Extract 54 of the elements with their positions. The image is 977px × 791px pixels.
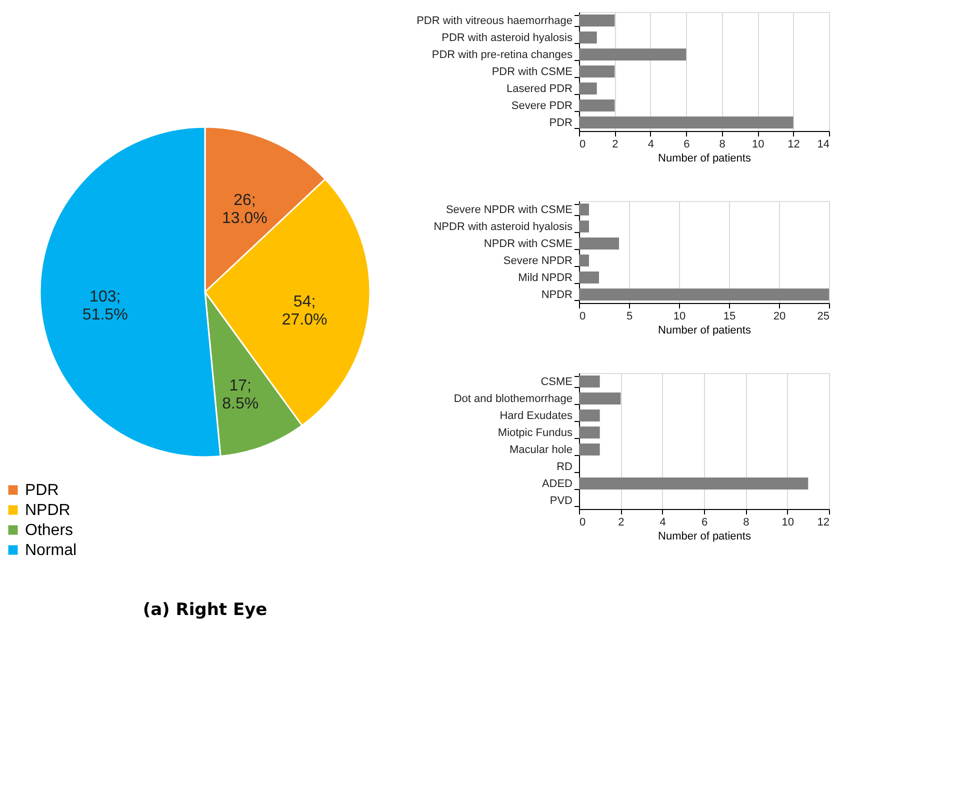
legend-label: NPDR: [25, 502, 70, 519]
x-axis-title: Number of patients: [658, 324, 752, 336]
x-axis-title: Number of patients: [658, 152, 752, 164]
y-tick-label: ADED: [542, 478, 573, 490]
y-tick-label: Severe PDR: [511, 100, 573, 112]
x-tick-label: 0: [580, 310, 586, 322]
text: (a) Right Eye: [142, 600, 268, 620]
data-label: 17; 8.5%: [222, 378, 259, 413]
x-tick-label: 0: [580, 516, 586, 528]
x-tick-label: 2: [612, 138, 618, 150]
y-tick-label: PVD: [550, 495, 573, 507]
x-tick-label: 10: [673, 310, 686, 322]
y-tick-label: NPDR with asteroid hyalosis: [434, 221, 573, 233]
y-tick-label: NPDR with CSME: [484, 238, 572, 250]
x-tick-label: 0: [580, 138, 586, 150]
y-tick-label: PDR with vitreous haemorrhage: [416, 15, 572, 27]
legend-label: Normal: [25, 542, 77, 559]
x-tick-label: 10: [782, 516, 794, 528]
y-tick-label: Miotpic Fundus: [498, 427, 573, 439]
y-tick-label: Mild NPDR: [518, 272, 573, 284]
x-tick-label: 8: [719, 138, 726, 150]
data-label: 103; 51.5%: [82, 288, 128, 324]
x-tick-label: 5: [626, 310, 633, 322]
legend-label: PDR: [25, 482, 59, 499]
y-tick-label: NPDR: [541, 289, 573, 301]
y-tick-label: Severe NPDR: [503, 255, 573, 267]
y-tick-label: Dot and blothemorrhage: [454, 393, 572, 405]
x-tick-label: 25: [817, 310, 830, 322]
x-tick-label: 14: [817, 138, 830, 150]
y-tick-label: PDR with pre-retina changes: [432, 49, 573, 61]
x-tick-label: 2: [618, 516, 624, 528]
x-tick-label: 8: [743, 516, 750, 528]
x-tick-label: 20: [773, 310, 786, 322]
x-tick-label: 12: [817, 516, 830, 528]
x-tick-label: 6: [684, 138, 690, 150]
legend-label: Others: [25, 522, 74, 539]
x-tick-label: 12: [788, 138, 800, 150]
y-tick-label: PDR: [549, 117, 573, 129]
y-tick-label: Severe NPDR with CSME: [446, 204, 572, 216]
y-tick-label: PDR with CSME: [492, 66, 572, 78]
x-tick-label: 4: [648, 138, 654, 150]
x-tick-label: 15: [723, 310, 736, 322]
x-tick-label: 6: [701, 516, 708, 528]
x-tick-label: 4: [660, 516, 666, 528]
data-label: 54; 27.0%: [282, 293, 328, 328]
y-tick-label: CSME: [540, 376, 572, 388]
y-tick-label: Hard Exudates: [500, 410, 573, 422]
y-tick-label: Lasered PDR: [506, 83, 573, 95]
x-tick-label: 10: [752, 138, 764, 150]
y-tick-label: RD: [556, 461, 573, 473]
y-tick-label: PDR with asteroid hyalosis: [442, 32, 573, 44]
data-label: 26; 13.0%: [222, 192, 268, 228]
x-axis-title: Number of patients: [658, 530, 752, 542]
y-tick-label: Macular hole: [510, 444, 572, 456]
